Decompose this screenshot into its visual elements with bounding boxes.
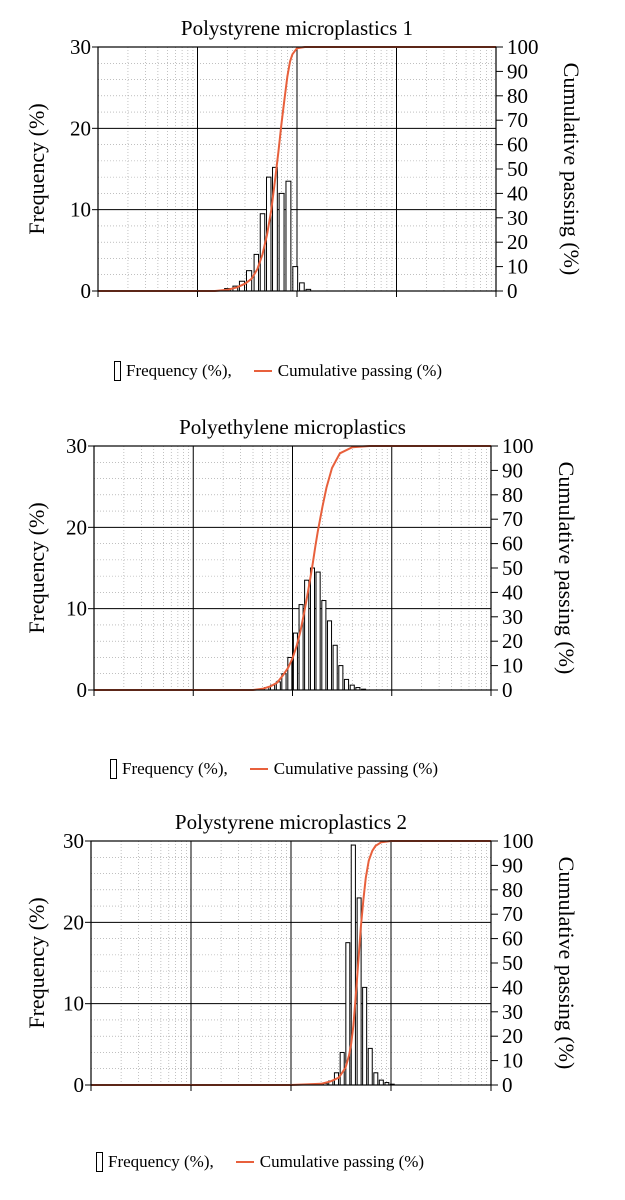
- y2-tick-label: 20: [502, 1024, 523, 1048]
- y2-tick-label: 30: [502, 605, 523, 629]
- frequency-legend-swatch: [114, 361, 121, 381]
- y-tick-label: 10: [63, 992, 84, 1016]
- frequency-bar: [350, 844, 356, 1086]
- y2-tick-label: 80: [502, 483, 523, 507]
- frequency-bar: [378, 1079, 384, 1086]
- y2-tick-label: 0: [502, 1073, 513, 1094]
- frequency-bar: [373, 1072, 379, 1086]
- frequency-bar: [339, 1051, 345, 1086]
- chart-panel-2: Polyethylene microplastics 0 10 20 30 0 10 20 30…: [0, 399, 625, 779]
- y-tick-label: 30: [70, 35, 91, 59]
- y2-tick-label: 10: [507, 255, 528, 279]
- y-axis-label: Frequency (%): [24, 502, 49, 633]
- y2-tick-label: 70: [507, 108, 528, 132]
- y-tick-label: 20: [63, 910, 84, 934]
- frequency-bar: [343, 678, 350, 691]
- legend-2: Frequency (%), Cumulative passing (%): [110, 759, 438, 779]
- y2-tick-label: 0: [502, 678, 513, 699]
- y2-tick-label: 40: [507, 181, 528, 205]
- frequency-legend-swatch: [96, 1152, 103, 1172]
- frequency-bar: [367, 1047, 373, 1086]
- frequency-legend-label: Frequency (%),: [108, 1152, 214, 1171]
- y2-axis-label: Cumulative passing (%): [554, 857, 579, 1070]
- y-tick-label: 10: [66, 597, 87, 621]
- cumulative-legend-swatch: [249, 768, 268, 770]
- y-tick-label: 0: [81, 279, 92, 300]
- cumulative-legend-label: Cumulative passing (%): [277, 361, 443, 380]
- y2-axis-label: Cumulative passing (%): [559, 63, 584, 276]
- frequency-bar: [349, 684, 355, 691]
- y-axis-label: Frequency (%): [24, 103, 49, 234]
- frequency-bar: [309, 567, 315, 691]
- cumulative-passing-line: [98, 46, 496, 292]
- y2-tick-label: 90: [502, 458, 523, 482]
- chart-title: Polystyrene microplastics 2: [175, 810, 407, 834]
- y2-tick-label: 30: [502, 1000, 523, 1024]
- y-axis-label: Frequency (%): [24, 897, 49, 1028]
- cumulative-legend-swatch: [253, 370, 272, 372]
- chart-panel-1: Polystyrene microplastics 1 0 10 20 30 0 10 20 3…: [0, 0, 625, 381]
- y2-tick-label: 60: [502, 532, 523, 556]
- y2-tick-label: 40: [502, 975, 523, 999]
- frequency-legend-label: Frequency (%),: [122, 759, 228, 778]
- cumulative-legend-swatch: [235, 1161, 254, 1163]
- chart-svg-2: Polyethylene microplastics01020300102030…: [24, 415, 579, 699]
- y2-tick-label: 100: [502, 434, 534, 458]
- y2-tick-label: 50: [502, 556, 523, 580]
- y2-tick-label: 90: [507, 59, 528, 83]
- y2-tick-label: 90: [502, 853, 523, 877]
- frequency-bar: [292, 266, 299, 292]
- y2-tick-label: 70: [502, 902, 523, 926]
- frequency-bar: [338, 665, 344, 691]
- y2-tick-label: 0: [507, 279, 518, 300]
- frequency-bar: [299, 282, 305, 292]
- y-tick-label: 20: [70, 116, 91, 140]
- y-tick-label: 30: [66, 434, 87, 458]
- frequency-legend-swatch: [110, 759, 117, 779]
- y2-tick-label: 20: [507, 230, 528, 254]
- frequency-bar: [326, 620, 333, 691]
- frequency-bar: [332, 644, 338, 691]
- y2-axis-label: Cumulative passing (%): [554, 462, 579, 675]
- y2-tick-label: 60: [502, 927, 523, 951]
- y2-tick-label: 70: [502, 507, 523, 531]
- y-tick-label: 30: [63, 829, 84, 853]
- y2-tick-label: 20: [502, 629, 523, 653]
- chart-svg-1: Polystyrene microplastics 10102030010203…: [24, 16, 584, 300]
- y-tick-label: 0: [74, 1073, 85, 1094]
- y-tick-label: 20: [66, 515, 87, 539]
- y2-tick-label: 50: [502, 951, 523, 975]
- cumulative-legend-label: Cumulative passing (%): [259, 1152, 425, 1171]
- y2-tick-label: 40: [502, 580, 523, 604]
- y2-tick-label: 80: [502, 878, 523, 902]
- chart-title: Polyethylene microplastics: [179, 415, 406, 439]
- frequency-legend-label: Frequency (%),: [126, 361, 232, 380]
- y-tick-label: 0: [77, 678, 88, 699]
- chart-title: Polystyrene microplastics 1: [181, 16, 413, 40]
- cumulative-legend-label: Cumulative passing (%): [273, 759, 439, 778]
- frequency-bar: [278, 192, 285, 292]
- chart-panel-3: Polystyrene microplastics 2 0 10 20 30 0 10 20 3…: [0, 794, 625, 1172]
- cumulative-passing-line: [94, 445, 491, 691]
- y2-tick-label: 60: [507, 133, 528, 157]
- frequency-bar: [315, 571, 321, 691]
- y2-tick-label: 80: [507, 84, 528, 108]
- y2-tick-label: 100: [502, 829, 534, 853]
- frequency-bar: [362, 986, 368, 1086]
- y2-tick-label: 10: [502, 1049, 523, 1073]
- y2-tick-label: 100: [507, 35, 539, 59]
- y2-tick-label: 50: [507, 157, 528, 181]
- frequency-bar: [285, 180, 292, 292]
- y-tick-label: 10: [70, 198, 91, 222]
- legend-1: Frequency (%), Cumulative passing (%): [114, 361, 442, 381]
- y2-tick-label: 30: [507, 206, 528, 230]
- y2-tick-label: 10: [502, 654, 523, 678]
- chart-svg-3: Polystyrene microplastics 20102030010203…: [24, 810, 579, 1094]
- legend-3: Frequency (%), Cumulative passing (%): [96, 1152, 424, 1172]
- frequency-bar: [321, 600, 327, 691]
- cumulative-passing-line: [91, 840, 491, 1086]
